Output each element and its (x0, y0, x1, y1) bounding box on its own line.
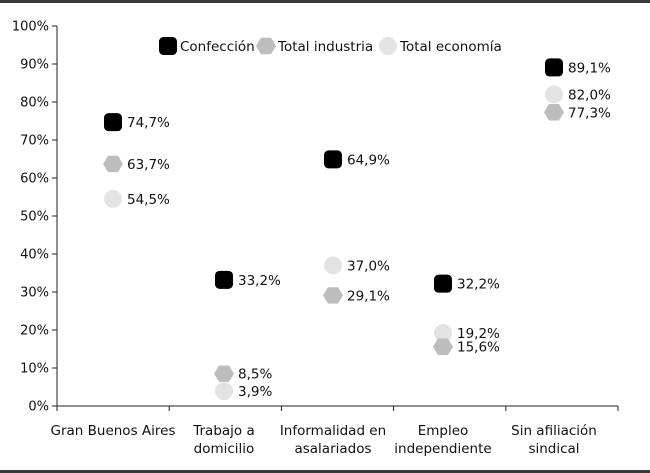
data-point (104, 189, 122, 208)
x-category-label: independiente (394, 441, 491, 457)
data-label: 8,5% (238, 367, 272, 383)
legend-label: Total industria (277, 39, 373, 55)
x-category-label: domicilio (194, 441, 255, 457)
data-point (433, 338, 453, 355)
data-label: 33,2% (238, 273, 281, 289)
legend-label: Confección (180, 39, 255, 55)
data-point (104, 113, 122, 132)
y-tick-label: 40% (20, 248, 49, 263)
x-category-label: Sin afiliación (511, 423, 597, 439)
y-tick-label: 50% (20, 210, 49, 225)
data-label: 82,0% (568, 87, 611, 103)
data-label: 15,6% (457, 340, 500, 356)
data-label: 19,2% (457, 326, 500, 342)
data-point (103, 155, 123, 173)
data-point (434, 324, 452, 343)
data-point (545, 85, 563, 104)
y-tick-label: 100% (12, 20, 49, 35)
data-label: 29,1% (347, 288, 390, 304)
data-point (323, 287, 343, 304)
data-label: 77,3% (568, 105, 611, 121)
y-tick-label: 10% (20, 362, 49, 377)
data-label: 32,2% (457, 277, 500, 293)
data-label: 74,7% (127, 115, 170, 131)
legend-label: Total economía (399, 39, 502, 55)
data-label: 63,7% (127, 157, 170, 173)
y-tick-label: 60% (20, 172, 49, 187)
data-point (215, 382, 233, 401)
data-point (545, 58, 563, 77)
x-category-label: Trabajo a (192, 423, 255, 439)
data-label: 3,9% (238, 384, 272, 400)
y-tick-label: 0% (28, 400, 49, 415)
y-tick-label: 20% (20, 324, 49, 339)
y-tick-label: 80% (20, 96, 49, 111)
data-point (324, 150, 342, 169)
y-tick-label: 90% (20, 58, 49, 73)
x-category-label: Empleo (418, 423, 469, 439)
data-label: 37,0% (347, 258, 390, 274)
x-category-label: asalariados (294, 441, 371, 457)
y-tick-label: 70% (20, 134, 49, 149)
x-category-label: Informalidad en (280, 423, 386, 439)
data-point (324, 256, 342, 275)
x-category-label: sindical (528, 441, 579, 457)
data-point (214, 365, 234, 382)
data-label: 64,9% (347, 152, 390, 168)
legend-marker (159, 37, 177, 55)
data-point (544, 104, 564, 121)
y-tick-label: 30% (20, 286, 49, 301)
data-label: 54,5% (127, 192, 170, 208)
data-point (215, 270, 233, 289)
legend-marker (379, 37, 397, 55)
data-label: 89,1% (568, 60, 611, 76)
x-category-label: Gran Buenos Aires (51, 423, 176, 439)
data-point (434, 274, 452, 293)
legend-marker (256, 37, 276, 55)
